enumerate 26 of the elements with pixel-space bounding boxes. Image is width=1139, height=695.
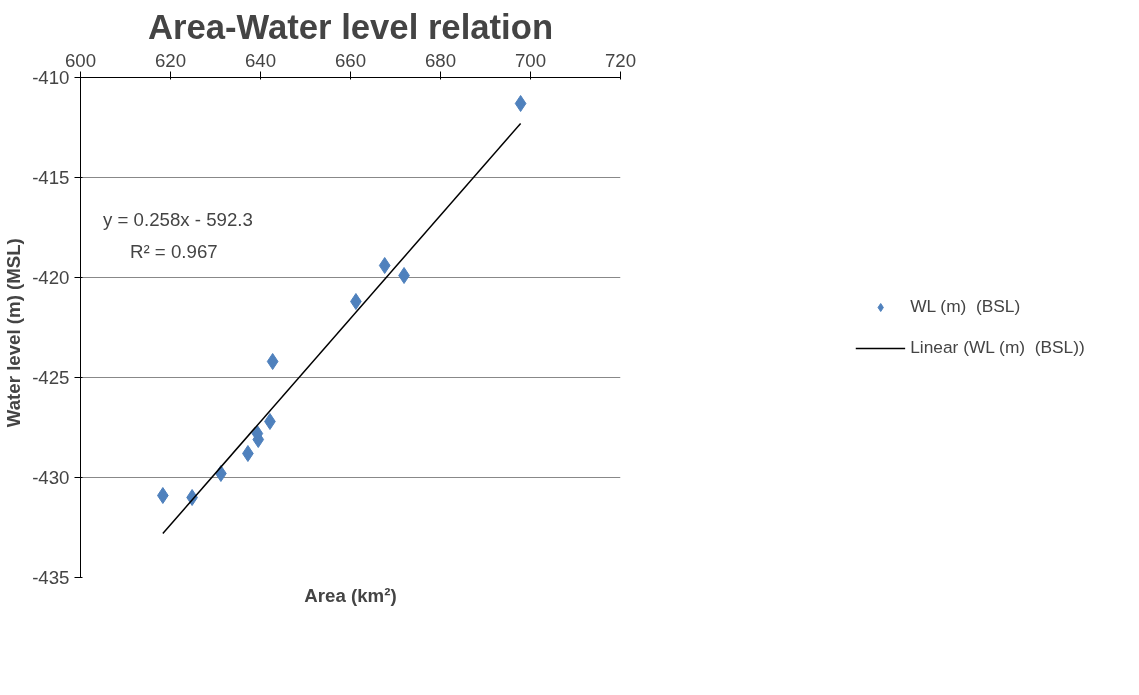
y-tick-label: -420 (32, 267, 70, 288)
chart-title: Area-Water level relation (147, 7, 554, 46)
point (350, 293, 362, 310)
y-tick-label: -435 (32, 567, 70, 588)
annotation: y = 0.258x - 592.3 (103, 208, 253, 230)
legend-label: WL (m) (BSL) (910, 296, 1021, 317)
point (242, 445, 254, 462)
y-tick-label: -425 (32, 367, 70, 388)
point (514, 95, 527, 112)
y-axis-title: Water level (m) (MSL) (3, 238, 25, 428)
y-tick-label: -430 (32, 467, 70, 488)
annotation: R² = 0.967 (130, 240, 218, 262)
x-tick-label: 720 (604, 49, 637, 71)
x-tick-label: 700 (514, 49, 547, 71)
point (157, 487, 169, 504)
x-tick-label: 680 (424, 49, 457, 71)
point (264, 413, 276, 430)
point (266, 353, 279, 370)
legend-label: Linear (WL (m) (BSL)) (910, 337, 1085, 358)
x-tick-label: 620 (154, 49, 187, 71)
x-tick-label: 660 (334, 49, 367, 71)
y-tick-label: -415 (32, 167, 70, 188)
x-tick-label: 640 (244, 49, 277, 71)
x-axis-title: Area (km²) (304, 584, 397, 606)
point (398, 267, 410, 284)
point (378, 257, 391, 274)
